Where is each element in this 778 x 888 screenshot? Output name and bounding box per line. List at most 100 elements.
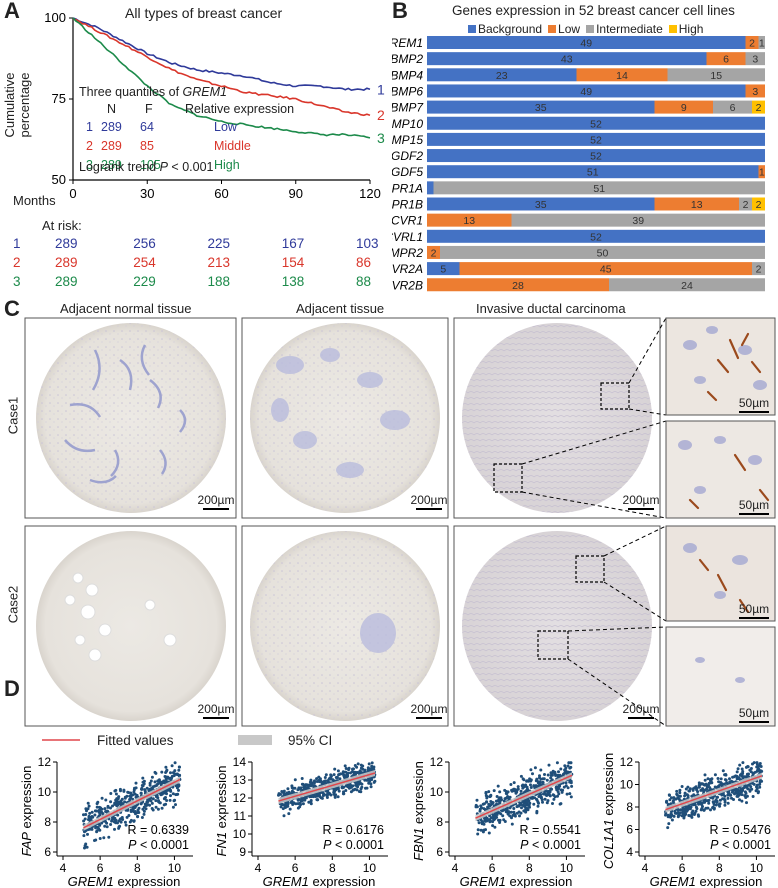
scatter-point bbox=[721, 769, 725, 773]
scatter-point bbox=[367, 762, 371, 766]
scatter-point bbox=[148, 783, 152, 787]
at-risk-value: 225 bbox=[207, 236, 231, 251]
scatter-point bbox=[694, 805, 698, 809]
logrank-text: Logrank trend P < 0.001 bbox=[79, 160, 214, 174]
scatter-point bbox=[551, 793, 555, 797]
scatter-point bbox=[533, 766, 537, 770]
scatter-point bbox=[756, 769, 760, 773]
scatter-point bbox=[114, 792, 118, 796]
scatter-point bbox=[145, 786, 149, 790]
legend-text: Intermediate bbox=[596, 22, 663, 36]
panel-label-d: D bbox=[4, 676, 20, 701]
scatter-point bbox=[672, 799, 675, 802]
scatter-point bbox=[352, 773, 356, 776]
scatter-point bbox=[520, 806, 523, 810]
scatter-point bbox=[321, 780, 325, 784]
scatter-point bbox=[111, 804, 114, 808]
scatter-point bbox=[739, 788, 743, 791]
scatter-point bbox=[160, 770, 164, 774]
legend-item-background: Background bbox=[468, 22, 542, 36]
bar-value-label: 52 bbox=[590, 134, 602, 146]
scatter-point bbox=[678, 791, 682, 795]
bar-value-label: 13 bbox=[691, 199, 703, 211]
bar-segment-low bbox=[576, 68, 668, 82]
scatter-point bbox=[329, 773, 333, 777]
scatter-point bbox=[715, 800, 719, 804]
scatter-point bbox=[723, 803, 727, 807]
bar-segment-intermediate bbox=[433, 181, 765, 195]
bar-segment-intermediate bbox=[609, 278, 765, 292]
gene-label-BMP10: BMP10 bbox=[392, 117, 423, 131]
at-risk-value: 213 bbox=[207, 255, 231, 270]
scatter-point bbox=[707, 781, 711, 785]
scatter-point bbox=[150, 775, 154, 779]
scatter-point bbox=[124, 823, 128, 827]
scatter-point bbox=[743, 790, 747, 794]
scatter-point bbox=[476, 832, 480, 836]
scatter-point bbox=[534, 779, 538, 783]
scatter-point bbox=[525, 800, 529, 804]
scatter-point bbox=[700, 782, 704, 786]
scatter-point bbox=[361, 767, 365, 771]
y-tick-label: 10 bbox=[620, 778, 634, 792]
bar-value-label: 28 bbox=[512, 280, 524, 292]
scatter-point bbox=[483, 808, 487, 811]
scatter-point bbox=[88, 827, 92, 831]
y-tick-label: 8 bbox=[44, 815, 51, 829]
at-risk-value: 86 bbox=[356, 255, 372, 270]
scatter-point bbox=[755, 761, 759, 765]
scatter-point bbox=[484, 828, 487, 832]
scatter-point bbox=[309, 799, 313, 802]
scatter-point bbox=[287, 812, 291, 816]
p-value: P < 0.0001 bbox=[323, 838, 384, 852]
scatter-point bbox=[290, 786, 294, 790]
bar-segment-background bbox=[427, 100, 655, 114]
scatter-point bbox=[491, 801, 495, 805]
scatter-point bbox=[476, 828, 480, 832]
scatter-point bbox=[334, 793, 338, 797]
scatter-point bbox=[706, 777, 710, 781]
group-f: 105 bbox=[140, 158, 161, 172]
scatter-point bbox=[134, 812, 137, 816]
scatter-point bbox=[681, 811, 684, 815]
scatter-point bbox=[508, 810, 511, 814]
row-label-case2: Case2 bbox=[5, 585, 21, 624]
scatter-point bbox=[525, 779, 529, 783]
scatter-point bbox=[716, 777, 720, 780]
scatter-point bbox=[510, 816, 513, 820]
bar-value-label: 50 bbox=[597, 247, 609, 259]
scatter-point bbox=[541, 777, 545, 781]
scatter-point bbox=[505, 796, 509, 800]
scatter-point bbox=[514, 791, 518, 795]
scatter-point bbox=[743, 785, 747, 789]
panel-label-c: C bbox=[4, 296, 20, 321]
scatter-point bbox=[510, 822, 514, 826]
bar-value-label: 52 bbox=[590, 118, 602, 130]
scatter-point bbox=[550, 787, 554, 791]
fit-line bbox=[665, 775, 763, 811]
scatter-point bbox=[347, 768, 351, 772]
scatter-point bbox=[113, 827, 116, 831]
bar-value-label: 2 bbox=[749, 38, 755, 50]
y-tick-label: 4 bbox=[626, 845, 633, 859]
scatter-point bbox=[291, 802, 295, 806]
scatter-point bbox=[568, 766, 572, 770]
scale-bar-200-6: 200µm bbox=[618, 702, 664, 719]
scatter-point bbox=[723, 800, 727, 804]
scatter-point bbox=[312, 781, 316, 785]
scatter-point bbox=[691, 788, 695, 792]
scatter-point bbox=[306, 785, 310, 789]
scatter-point bbox=[125, 815, 129, 819]
scatter-point bbox=[98, 823, 102, 827]
scatter-point bbox=[732, 798, 735, 801]
gene-label-BMP15: BMP15 bbox=[392, 133, 423, 147]
legend-text: High bbox=[678, 22, 704, 36]
bar-segment-background bbox=[427, 181, 434, 195]
scatter-point bbox=[570, 784, 574, 788]
scatter-point bbox=[177, 768, 181, 772]
scatter-point bbox=[174, 793, 178, 797]
scatter-point bbox=[704, 806, 708, 810]
scatter-point bbox=[315, 777, 319, 781]
scatter-point bbox=[127, 814, 131, 817]
